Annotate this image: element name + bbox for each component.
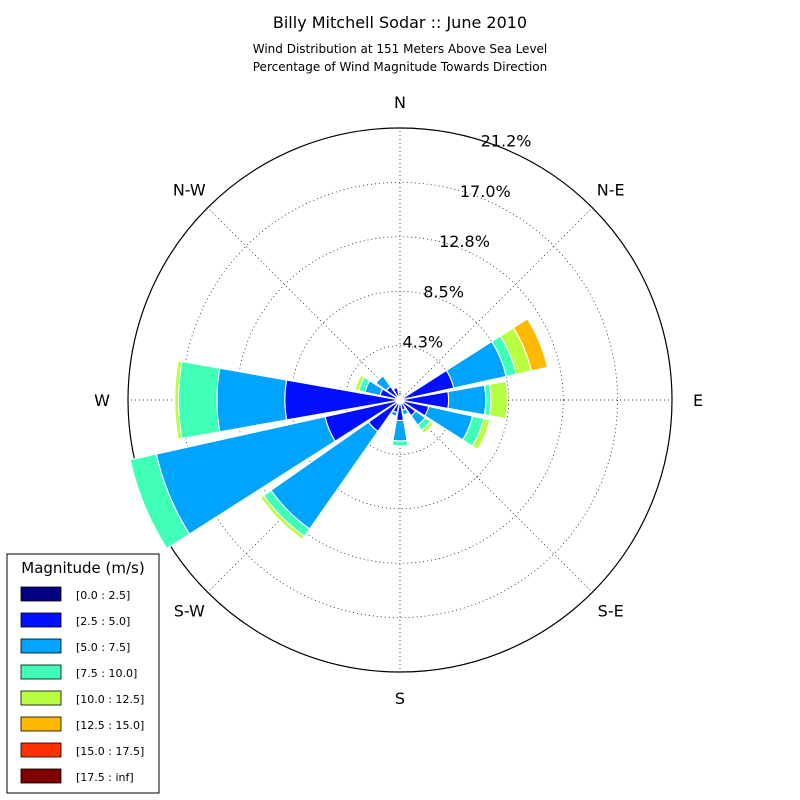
direction-label-n-e: N-E: [597, 180, 625, 199]
legend-title: Magnitude (m/s): [21, 559, 144, 577]
bar-dir67.5-bin1: [399, 369, 455, 401]
bar-dir225-bin2: [270, 399, 401, 530]
polar-frame: [127, 127, 673, 673]
direction-labels: N N-E E S-E S S-W W N-W: [94, 93, 703, 708]
grid-ring-4: [182, 182, 618, 618]
legend-label-7: [17.5 : inf]: [76, 771, 134, 784]
radial-tick-label-1: 4.3%: [402, 333, 443, 352]
radial-tick-label-3: 12.8%: [439, 232, 490, 251]
bar-dir247.5-bin1: [324, 399, 401, 443]
bar-dir315-bin1: [385, 385, 401, 401]
direction-label-s-w: S-W: [174, 602, 205, 621]
legend-swatch-4: [20, 690, 62, 706]
legend-label-2: [5.0 : 7.5]: [76, 641, 130, 654]
chart-subtitle-line-2: Percentage of Wind Magnitude Towards Dir…: [253, 60, 547, 74]
grid-spoke-s-e: [399, 399, 593, 593]
radial-tick-label-5: 21.2%: [481, 132, 532, 151]
legend-label-1: [2.5 : 5.0]: [76, 615, 130, 628]
bar-dir112.5-bin1: [399, 399, 430, 417]
legend-label-0: [0.0 : 2.5]: [76, 589, 130, 602]
direction-label-w: W: [94, 391, 110, 410]
legend: Magnitude (m/s) [0.0 : 2.5] [2.5 : 5.0] [5…: [6, 553, 160, 794]
legend-swatch-7: [20, 768, 62, 784]
legend-swatch-5: [20, 716, 62, 732]
bar-dir225-bin1: [367, 399, 401, 433]
legend-swatch-0: [20, 586, 62, 602]
wind-bars: [129, 318, 549, 550]
legend-items: [0.0 : 2.5] [2.5 : 5.0] [5.0 : 7.5] [7.5 : …: [20, 586, 144, 784]
direction-label-n: N: [394, 93, 406, 112]
direction-label-e: E: [693, 391, 703, 410]
bar-dir292.5-bin1: [379, 388, 401, 401]
bar-dir180-bin1: [395, 399, 405, 422]
radial-tick-label-2: 8.5%: [423, 283, 464, 302]
bar-dir270-bin1: [284, 379, 401, 421]
radial-tick-labels: 4.3% 8.5% 12.8% 17.0% 21.2%: [402, 132, 531, 352]
grid-spoke-n-w: [207, 207, 401, 401]
direction-label-n-w: N-W: [173, 180, 206, 199]
legend-swatch-1: [20, 612, 62, 628]
legend-swatch-3: [20, 664, 62, 680]
legend-label-4: [10.0 : 12.5]: [76, 693, 144, 706]
legend-swatch-6: [20, 742, 62, 758]
legend-label-5: [12.5 : 15.0]: [76, 719, 144, 732]
bar-dir90-bin1: [399, 390, 450, 410]
chart-subtitle-line-1: Wind Distribution at 151 Meters Above Se…: [253, 42, 548, 56]
bar-dir135-bin1: [399, 399, 417, 417]
chart-title: Billy Mitchell Sodar :: June 2010: [273, 13, 527, 32]
direction-label-s: S: [395, 689, 405, 708]
radial-tick-label-4: 17.0%: [460, 182, 511, 201]
grid-spoke-n-e: [399, 207, 593, 401]
legend-label-3: [7.5 : 10.0]: [76, 667, 137, 680]
legend-label-6: [15.0 : 17.5]: [76, 745, 144, 758]
legend-swatch-2: [20, 638, 62, 654]
bar-dir337.5-bin0: [397, 395, 401, 401]
direction-label-s-e: S-E: [598, 602, 624, 621]
polar-axes: N N-E E S-E S S-W W N-W 4.3% 8.5% 12.8% 17.0% 21.2%: [94, 93, 703, 708]
